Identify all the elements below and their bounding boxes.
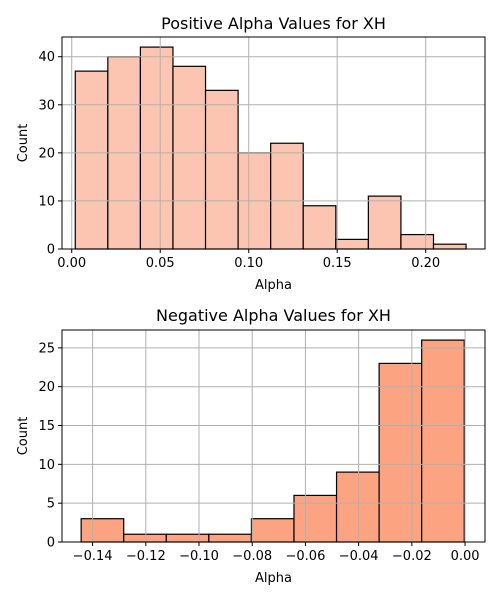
histogram-bar — [172, 65, 207, 250]
x-tick-label: 0.15 — [323, 256, 352, 271]
positive-alpha-histogram: Positive Alpha Values for XH Alpha Count… — [16, 14, 486, 293]
histogram-bar — [80, 518, 125, 543]
x-tick-label: −0.14 — [73, 549, 113, 564]
x-tick-label: −0.06 — [286, 549, 326, 564]
histogram-bar — [335, 471, 380, 543]
x-tick-label: 0.05 — [146, 256, 175, 271]
y-tick-label: 40 — [38, 50, 55, 65]
y-tick-label: 15 — [38, 419, 55, 434]
x-tick-label: −0.12 — [126, 549, 166, 564]
histogram-bar — [293, 494, 338, 543]
histogram-bar — [302, 205, 337, 250]
histogram-bar — [400, 233, 435, 250]
chart-title: Positive Alpha Values for XH — [161, 14, 386, 33]
y-tick-label: 10 — [38, 194, 55, 209]
histogram-bar — [421, 339, 465, 543]
x-tick-label: 0.00 — [57, 256, 86, 271]
y-tick-label: 10 — [38, 458, 55, 473]
y-tick-label: 20 — [38, 380, 55, 395]
y-axis-label: Count — [16, 417, 31, 456]
histogram-bar — [139, 46, 174, 250]
histogram-bar — [204, 89, 239, 250]
x-tick-label: 0.10 — [234, 256, 263, 271]
histogram-bar — [335, 238, 369, 250]
x-tick-label: 0.20 — [411, 256, 440, 271]
histogram-bar — [378, 362, 423, 543]
y-tick-label: 5 — [47, 497, 55, 512]
histogram-bar — [367, 195, 402, 250]
x-tick-label: −0.10 — [179, 549, 219, 564]
y-tick-label: 20 — [38, 146, 55, 161]
histogram-bar — [74, 70, 109, 250]
histogram-bar — [208, 533, 253, 543]
histogram-bar — [432, 243, 467, 250]
histogram-bar — [250, 518, 295, 543]
y-tick-label: 0 — [47, 536, 55, 551]
plot-frame — [61, 36, 486, 250]
y-axis-label: Count — [16, 124, 31, 163]
y-tick-label: 0 — [47, 243, 55, 258]
histogram-bar — [165, 533, 210, 543]
x-axis-label: Alpha — [255, 571, 292, 586]
plot-frame — [61, 329, 486, 543]
x-tick-label: 0.00 — [451, 549, 480, 564]
x-tick-label: −0.08 — [232, 549, 272, 564]
chart-title: Negative Alpha Values for XH — [156, 306, 391, 325]
histogram-bar — [270, 142, 304, 250]
x-tick-label: −0.02 — [392, 549, 432, 564]
negative-alpha-histogram: Negative Alpha Values for XH Alpha Count… — [16, 306, 486, 586]
y-tick-label: 25 — [38, 341, 55, 356]
histogram-bar — [123, 533, 167, 543]
y-tick-label: 30 — [38, 98, 55, 113]
x-axis-label: Alpha — [255, 278, 292, 293]
x-tick-label: −0.04 — [339, 549, 379, 564]
